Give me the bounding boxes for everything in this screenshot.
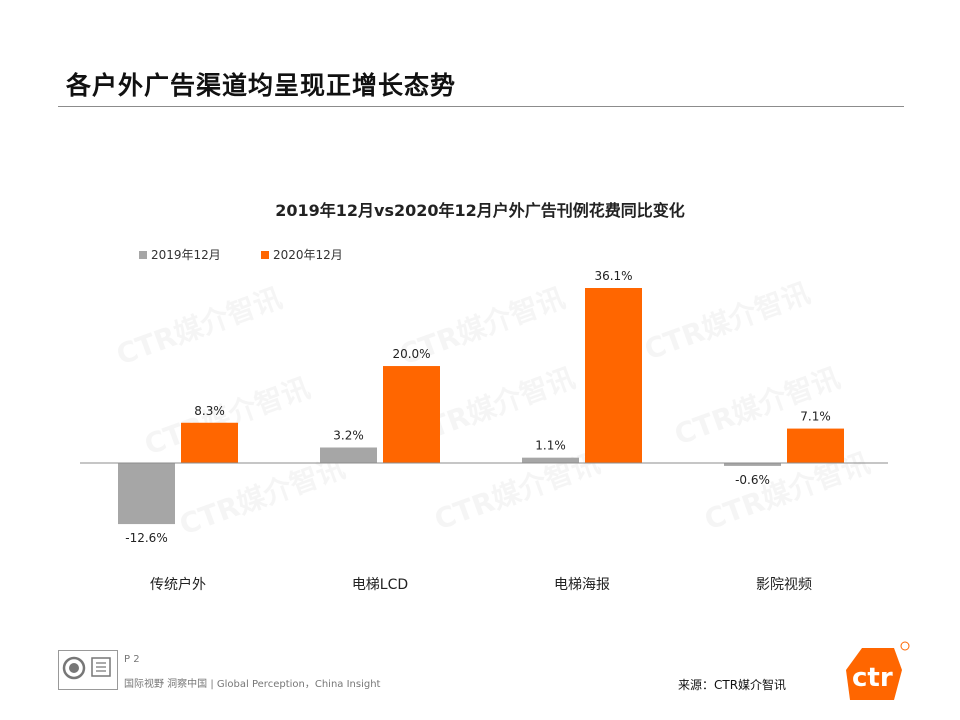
legend-swatch-2019 — [139, 250, 147, 259]
page-number: P 2 — [124, 654, 140, 665]
legend-item-2019: 2019年12月 — [139, 246, 221, 263]
slide-title: 各户外广告渠道均呈现正增长态势 — [66, 71, 457, 100]
legend-item-2020: 2020年12月 — [261, 246, 343, 263]
data-label: 3.2% — [333, 428, 364, 442]
data-label: 7.1% — [800, 410, 831, 424]
legend-label-2019: 2019年12月 — [151, 248, 221, 262]
bar — [383, 366, 440, 463]
data-label: 20.0% — [392, 347, 430, 361]
category-label: 电梯海报 — [554, 577, 610, 593]
bar — [181, 422, 238, 463]
bar — [522, 457, 579, 463]
category-label: 传统户外 — [150, 576, 206, 593]
data-source: 来源：CTR媒介智讯 — [678, 678, 787, 692]
bar — [320, 447, 377, 463]
bar — [724, 463, 781, 466]
ctr-logo-text: ctr — [852, 663, 893, 693]
data-label: -12.6% — [125, 531, 167, 545]
legend-swatch-2020 — [261, 250, 269, 259]
data-label: 8.3% — [194, 404, 225, 418]
data-label: 1.1% — [535, 439, 566, 453]
category-label: 影院视频 — [756, 577, 812, 593]
data-label: 36.1% — [594, 269, 632, 283]
category-label: 电梯LCD — [352, 577, 408, 593]
ctr-logo: ctr — [846, 641, 910, 700]
chart-title: 2019年12月vs2020年12月户外广告刊例花费同比变化 — [275, 201, 685, 220]
bar — [585, 288, 642, 463]
footer-slogan: 国际视野 洞察中国 | Global Perception，China Insi… — [124, 679, 381, 690]
legend-label-2020: 2020年12月 — [273, 248, 343, 262]
bar — [118, 463, 175, 525]
bar — [787, 428, 844, 463]
title-divider — [58, 106, 904, 107]
data-label: -0.6% — [735, 473, 770, 487]
certification-logos — [58, 650, 118, 690]
